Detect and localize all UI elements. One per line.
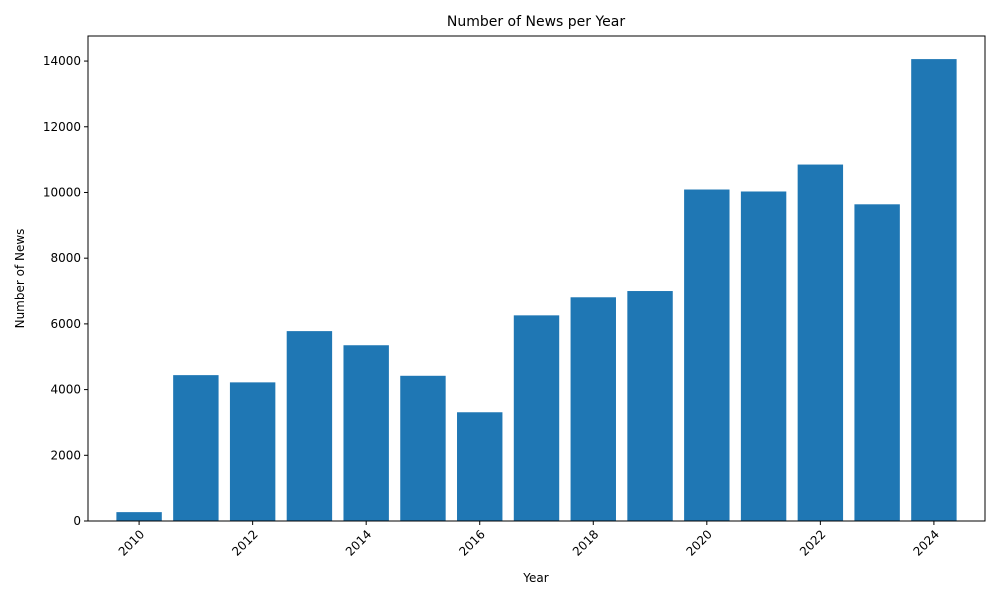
bars-group [116,59,957,521]
x-tick-label: 2014 [343,527,374,558]
bar-2019 [627,291,673,521]
y-axis: 0 2000 4000 6000 8000 10000 12000 14000 [43,54,88,528]
x-tick-label: 2020 [683,527,714,558]
bar-2022 [797,164,844,521]
x-tick-label: 2022 [797,527,828,558]
chart-title: Number of News per Year [447,14,626,30]
bar-2020 [684,189,730,521]
bar-2018 [570,297,616,521]
bar-2013 [286,331,333,521]
y-tick-label: 10000 [43,185,81,199]
bar-2021 [740,191,787,521]
y-tick-label: 0 [73,514,81,528]
y-tick-label: 4000 [50,383,81,397]
x-tick-label: 2016 [456,527,487,558]
bar-2012 [229,382,276,521]
bar-2011 [173,375,219,521]
bar-2010 [116,512,162,521]
y-tick-label: 6000 [50,317,81,331]
bar-2015 [400,375,446,521]
x-axis-label: Year [522,571,548,585]
y-axis-label: Number of News [13,229,27,329]
bar-2014 [343,345,389,521]
bar-2023 [854,204,900,521]
plot-frame [87,35,986,522]
bar-2024 [911,59,957,521]
y-tick-label: 14000 [43,54,81,68]
x-tick-label: 2012 [229,527,260,558]
x-tick-label: 2024 [911,527,942,558]
y-tick-label: 2000 [50,448,81,462]
x-axis: 2010 2012 2014 2016 2018 2020 2022 2024 [116,521,942,559]
bar-2016 [457,412,503,521]
bar-2017 [513,315,560,521]
x-tick-label: 2018 [570,527,601,558]
x-tick-label: 2010 [116,527,147,558]
y-tick-label: 8000 [50,251,81,265]
y-tick-label: 12000 [43,120,81,134]
